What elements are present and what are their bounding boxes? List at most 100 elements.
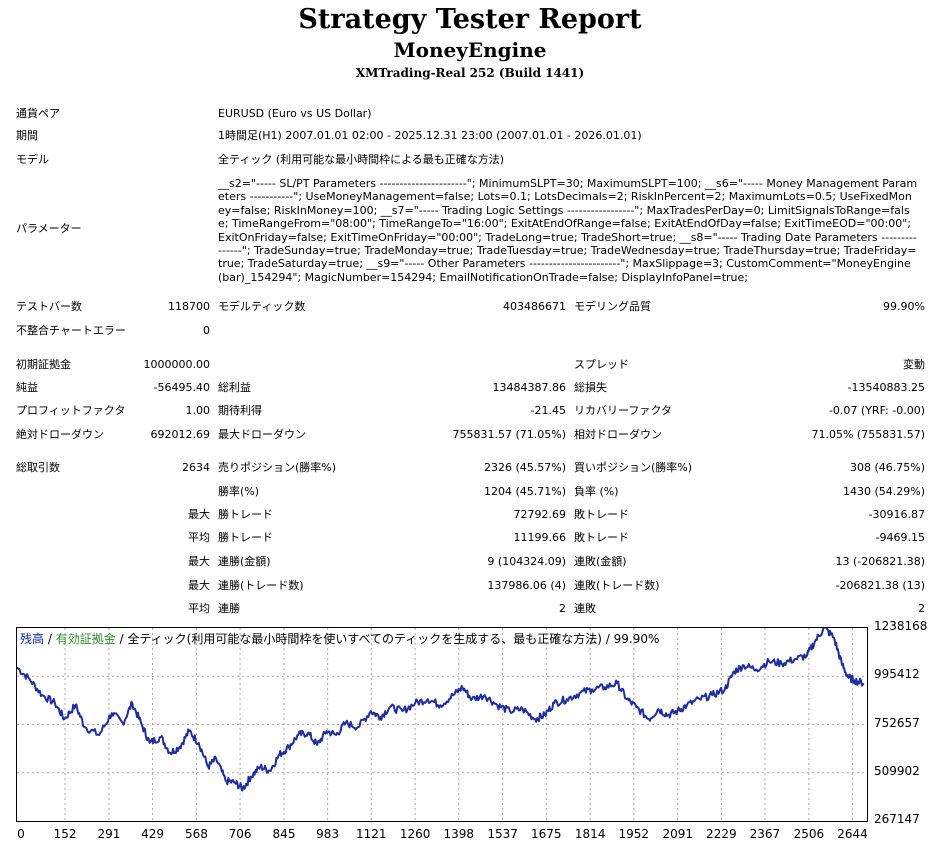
avgloss-label: 敗トレード [574, 531, 629, 544]
avgwin-value: 11199.66 [513, 531, 567, 544]
x-tick-label: 2091 [662, 827, 693, 841]
x-tick-label: 568 [185, 827, 208, 841]
legend-balance: 残高 [20, 632, 45, 646]
bars-label: テストバー数 [16, 300, 82, 313]
avgconsecwin-label: 連勝 [218, 602, 240, 615]
consecwin-count-value: 137986.06 (4) [487, 579, 566, 592]
x-tick-label: 1398 [443, 827, 475, 841]
x-tick-label: 291 [97, 827, 121, 841]
x-tick-label: 706 [228, 827, 252, 841]
lossrate-label: 負率 (%) [574, 485, 619, 498]
avgconsecloss-label: 連敗 [574, 602, 596, 615]
short-label: 売りポジション(勝率%) [218, 461, 337, 474]
maxdd-label: 最大ドローダウン [218, 428, 306, 441]
short-value: 2326 (45.57%) [483, 461, 566, 474]
balance-line [17, 628, 865, 792]
x-tick-label: 1537 [487, 827, 518, 841]
params-label: パラメーター [16, 222, 82, 235]
x-tick-label: 152 [53, 827, 77, 841]
absdd-value: 692012.69 [150, 428, 211, 441]
avg-word-2: 平均 [188, 602, 210, 615]
consecloss-count-label: 連敗(トレード数) [574, 579, 660, 592]
maxloss-label: 敗トレード [574, 508, 629, 521]
server-info: XMTrading-Real 252 (Build 1441) [355, 66, 585, 80]
max-word-2: 最大 [188, 555, 210, 568]
winrate-label: 勝率(%) [218, 485, 260, 498]
x-tick-label: 845 [272, 827, 296, 841]
netprofit-label: 純益 [16, 381, 38, 394]
x-tick-label: 1814 [574, 827, 606, 841]
period-label: 期間 [16, 129, 38, 142]
x-tick-label: 1952 [618, 827, 650, 841]
ticks-label: モデルティック数 [218, 300, 306, 313]
long-label: 買いポジション(勝率%) [574, 461, 693, 474]
maxwin-value: 72792.69 [513, 508, 567, 521]
params-value: __s2="----- SL/PT Parameters -----------… [218, 177, 918, 284]
x-tick-label: 1260 [399, 827, 431, 841]
mismatch-label: 不整合チャートエラー [16, 324, 126, 337]
reldd-value: 71.05% (755831.57) [811, 428, 925, 441]
y-tick-label: 1238168 [874, 619, 928, 633]
y-tick-label: 995412 [874, 667, 920, 682]
mismatch-value: 0 [203, 324, 210, 337]
x-tick-label: 1121 [355, 827, 387, 841]
x-tick-label: 2367 [749, 827, 781, 841]
symbol-label: 通貨ペア [16, 107, 60, 120]
legend-equity: 有効証拠金 [55, 632, 116, 646]
grossprofit-label: 総利益 [218, 381, 251, 394]
model-label: モデル [16, 153, 49, 166]
balance-chart [16, 627, 868, 822]
pf-value: 1.00 [185, 404, 211, 417]
consecloss-money-value: 13 (-206821.38) [835, 555, 925, 568]
grossloss-value: -13540883.25 [847, 381, 925, 394]
trades-label: 総取引数 [16, 461, 60, 474]
consecwin-money-label: 連勝(金額) [218, 555, 271, 568]
long-value: 308 (46.75%) [849, 461, 925, 474]
x-tick-label: 2506 [793, 827, 825, 841]
model-value: 全ティック (利用可能な最小時間枠による最も正確な方法) [218, 153, 505, 166]
x-tick-label: 2644 [837, 827, 868, 841]
legend-sep-2: / [115, 632, 128, 646]
balance-chart-svg [17, 628, 867, 821]
consecwin-count-label: 連勝(トレード数) [218, 579, 304, 592]
legend-model: 全ティック(利用可能な最小時間枠を使いすべてのティックを生成する、最も正確な方法… [127, 632, 660, 646]
quality-value: 99.90% [883, 300, 925, 313]
y-tick-label: 509902 [874, 763, 920, 778]
y-tick-label: 752657 [874, 715, 920, 730]
x-tick-label: 983 [316, 827, 340, 841]
expected-label: 期待利得 [218, 404, 262, 417]
avg-word: 平均 [188, 531, 210, 544]
x-tick-label: 2229 [706, 827, 737, 841]
consecloss-money-label: 連敗(金額) [574, 555, 627, 568]
deposit-value: 1000000.00 [143, 358, 210, 371]
consecloss-count-value: -206821.38 (13) [835, 579, 925, 592]
report-title: Strategy Tester Report [298, 4, 642, 35]
legend-sep-1: / [44, 632, 56, 646]
avgconsecloss-value: 2 [918, 602, 925, 615]
avgwin-label: 勝トレード [218, 531, 273, 544]
avgloss-value: -9469.15 [875, 531, 925, 544]
expected-value: -21.45 [530, 404, 566, 417]
period-value: 1時間足(H1) 2007.01.01 02:00 - 2025.12.31 2… [218, 129, 642, 142]
consecwin-money-value: 9 (104324.09) [487, 555, 566, 568]
grossprofit-value: 13484387.86 [492, 381, 566, 394]
max-word-3: 最大 [188, 579, 210, 592]
x-tick-label: 1675 [530, 827, 562, 841]
reldd-label: 相対ドローダウン [574, 428, 662, 441]
lossrate-value: 1430 (54.29%) [842, 485, 925, 498]
trades-value: 2634 [182, 461, 210, 474]
bars-value: 118700 [168, 300, 210, 313]
maxloss-value: -30916.87 [868, 508, 925, 521]
x-tick-label: 0 [17, 827, 25, 841]
maxwin-label: 勝トレード [218, 508, 273, 521]
y-tick-label: 267147 [874, 812, 920, 826]
ticks-value: 403486671 [503, 300, 566, 313]
recovery-value: -0.07 (YRF: -0.00) [828, 404, 925, 417]
symbol-value: EURUSD (Euro vs US Dollar) [218, 107, 372, 120]
spread-value: 変動 [903, 358, 925, 371]
avgconsecwin-value: 2 [559, 602, 566, 615]
quality-label: モデリング品質 [574, 300, 651, 313]
netprofit-value: -56495.40 [153, 381, 210, 394]
ea-name: MoneyEngine [393, 38, 547, 62]
chart-legend: 残高 / 有効証拠金 / 全ティック(利用可能な最小時間枠を使いすべてのティック… [20, 631, 659, 647]
